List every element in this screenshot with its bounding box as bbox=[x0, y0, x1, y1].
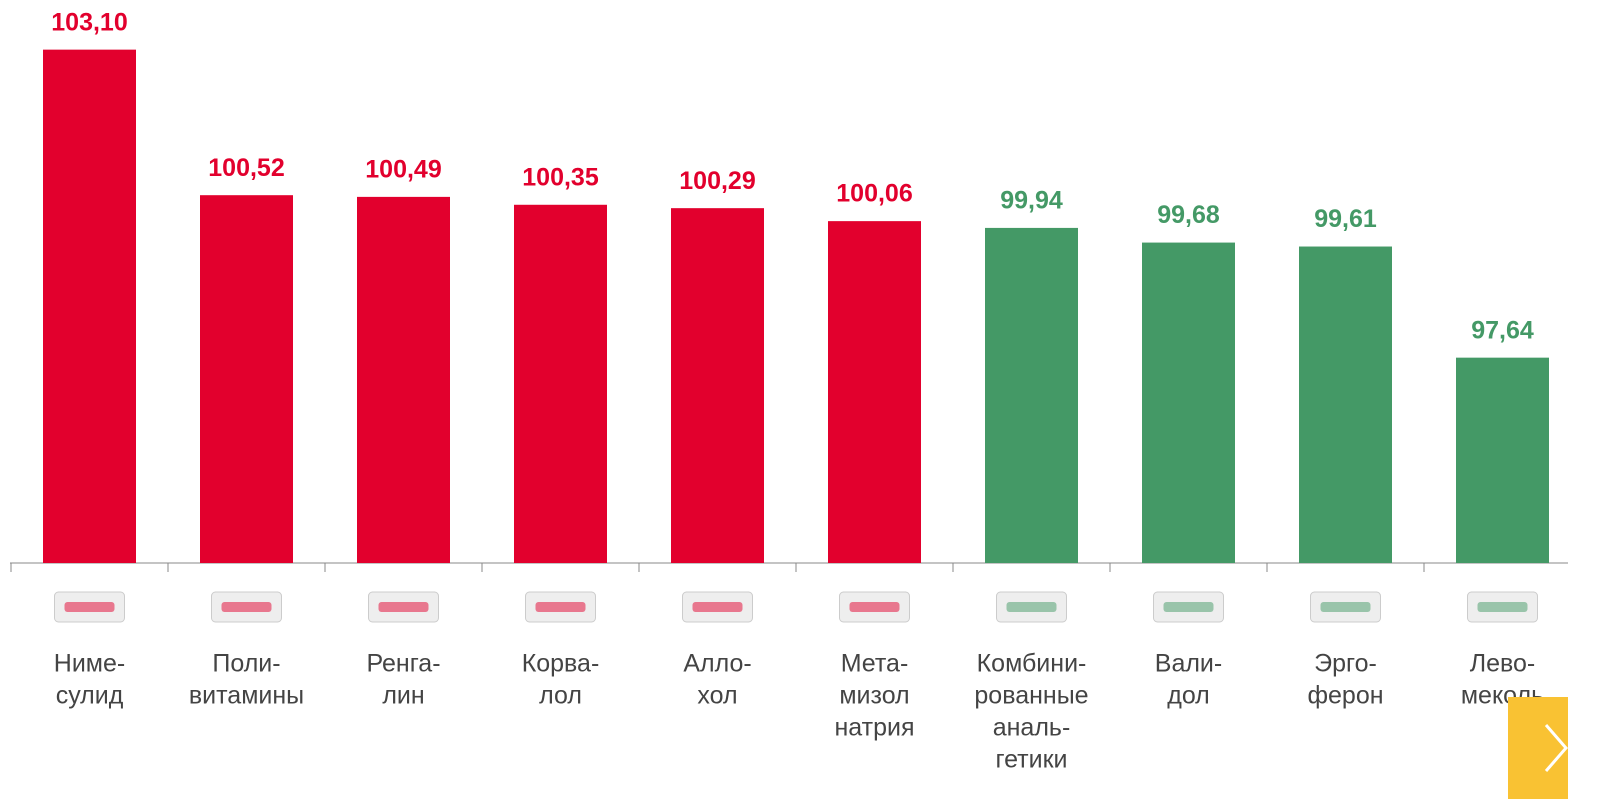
category-label: Ренга- bbox=[366, 650, 440, 678]
category-label: лин bbox=[382, 682, 424, 710]
bar bbox=[671, 208, 764, 563]
category-label: аналь- bbox=[993, 714, 1071, 742]
icon-detail bbox=[379, 602, 429, 612]
next-button-bg[interactable] bbox=[1508, 697, 1568, 799]
category-label: натрия bbox=[834, 714, 914, 742]
category-label: Ниме- bbox=[54, 650, 125, 678]
category-label: мизол bbox=[839, 682, 909, 710]
category-label: рованные bbox=[974, 682, 1088, 710]
bar bbox=[1456, 358, 1549, 563]
category-label: Мета- bbox=[841, 650, 909, 678]
value-label: 100,52 bbox=[208, 154, 284, 182]
bar bbox=[1299, 247, 1392, 563]
value-label: 100,35 bbox=[522, 163, 599, 191]
icon-detail bbox=[536, 602, 586, 612]
value-label: 100,06 bbox=[836, 180, 912, 208]
bar bbox=[828, 221, 921, 563]
category-label: Вали- bbox=[1155, 650, 1222, 678]
bar bbox=[985, 228, 1078, 563]
bar bbox=[514, 205, 607, 563]
icon-detail bbox=[1164, 602, 1214, 612]
value-label: 100,49 bbox=[365, 155, 441, 183]
category-label: лол bbox=[539, 682, 582, 710]
category-label: Поли- bbox=[212, 650, 280, 678]
value-label: 97,64 bbox=[1471, 316, 1534, 344]
category-label: сулид bbox=[56, 682, 124, 710]
icon-detail bbox=[693, 602, 743, 612]
category-label: витамины bbox=[189, 682, 304, 710]
icon-detail bbox=[1478, 602, 1528, 612]
value-label: 99,94 bbox=[1000, 187, 1063, 215]
category-label: Алло- bbox=[683, 650, 751, 678]
category-label: Эрго- bbox=[1314, 650, 1377, 678]
page: 103,10 Ниме-сулид 100,52 Поли-витамины 100,4… bbox=[0, 0, 1619, 799]
category-label: Комбини- bbox=[977, 650, 1087, 678]
icons bbox=[55, 592, 1538, 622]
category-label: хол bbox=[697, 682, 737, 710]
category-label: Лево- bbox=[1470, 650, 1536, 678]
bar bbox=[1142, 243, 1235, 563]
bar bbox=[200, 195, 293, 563]
bar bbox=[357, 197, 450, 563]
value-label: 99,68 bbox=[1157, 201, 1220, 229]
category-label: гетики bbox=[996, 746, 1068, 774]
category-label: Корва- bbox=[522, 650, 600, 678]
category-label: дол bbox=[1167, 682, 1210, 710]
next-button[interactable] bbox=[1508, 697, 1568, 799]
bar bbox=[43, 50, 136, 563]
chart: 103,10 Ниме-сулид 100,52 Поли-витамины 100,4… bbox=[0, 0, 1619, 799]
icon-detail bbox=[1007, 602, 1057, 612]
value-label: 103,10 bbox=[51, 8, 127, 36]
icon-detail bbox=[222, 602, 272, 612]
icon-detail bbox=[1321, 602, 1371, 612]
value-label: 99,61 bbox=[1314, 205, 1377, 233]
icon-detail bbox=[65, 602, 115, 612]
icon-detail bbox=[850, 602, 900, 612]
value-label: 100,29 bbox=[679, 167, 755, 195]
category-label: ферон bbox=[1307, 682, 1383, 710]
